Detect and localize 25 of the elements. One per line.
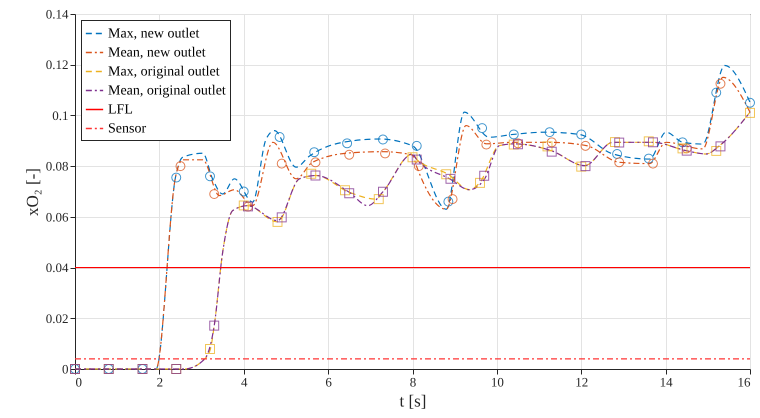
legend-label: Max, new outlet	[108, 26, 200, 42]
x-tick-label: 16	[738, 374, 751, 390]
x-tick-label: 10	[490, 374, 504, 390]
x-tick-label: 8	[410, 374, 416, 390]
y-tick-label: 0	[62, 362, 68, 376]
x-tick-label: 4	[241, 374, 248, 390]
y-tick-label: 0.04	[46, 260, 69, 276]
legend-label: Mean, original outlet	[108, 84, 226, 98]
legend-label: LFL	[108, 102, 133, 118]
y-tick-label: 0.1	[52, 108, 68, 123]
x-tick-label: 12	[575, 374, 588, 390]
x-axis-title: t [s]	[400, 392, 426, 410]
y-tick-label: 0.14	[46, 6, 69, 22]
y-tick-label: 0.02	[46, 310, 68, 326]
legend-label: Mean, new outlet	[108, 46, 206, 60]
x-tick-label: 2	[156, 374, 164, 390]
y-tick-label: 0.08	[46, 158, 68, 174]
x-tick-label: 0	[76, 374, 82, 390]
y-axis-title: xO₂ [-]	[22, 168, 42, 216]
x-tick-label: 14	[660, 374, 674, 390]
legend-label: Sensor	[108, 122, 146, 136]
x-tick-label: 6	[325, 374, 332, 390]
y-tick-label: 0.12	[46, 57, 68, 72]
legend-label: Max, original outlet	[108, 64, 220, 80]
y-tick-label: 0.06	[46, 209, 69, 224]
